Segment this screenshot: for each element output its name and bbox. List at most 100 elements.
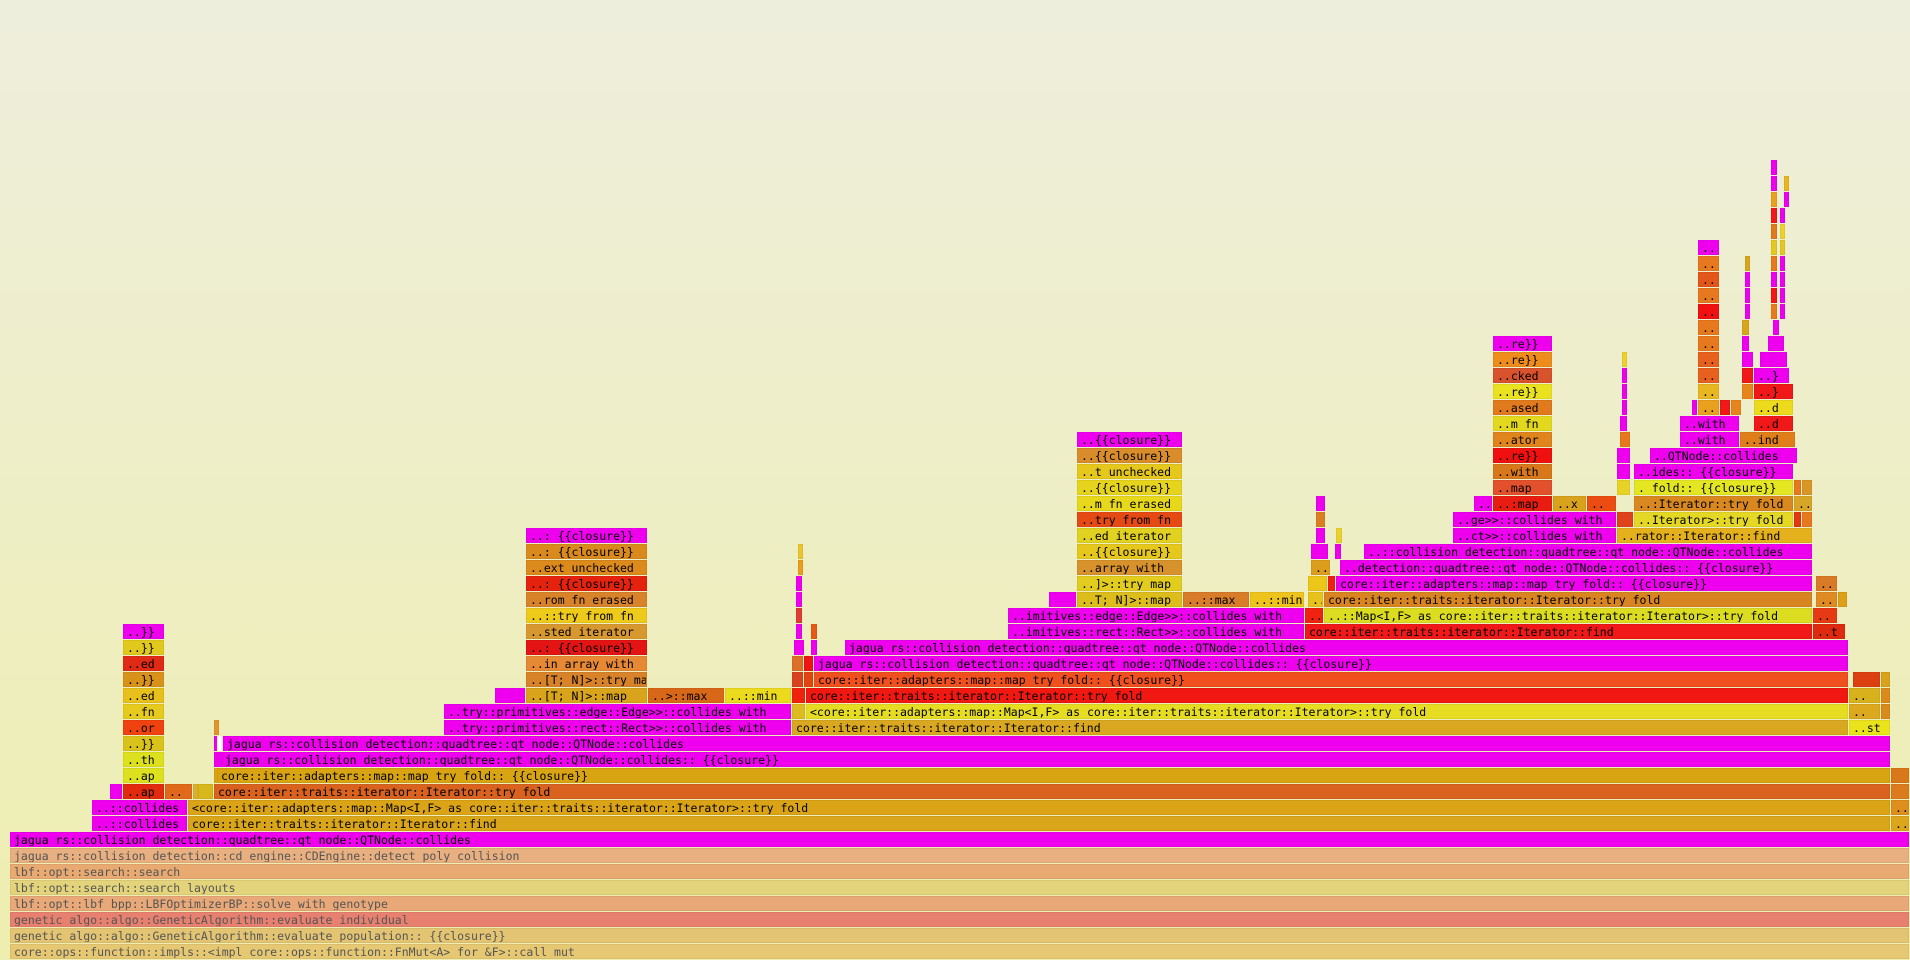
flame-frame[interactable]: ..ext_unchecked — [526, 560, 647, 575]
flame-frame[interactable] — [804, 656, 813, 671]
flame-frame[interactable]: ..with — [1680, 432, 1739, 447]
flame-frame[interactable] — [1760, 352, 1787, 367]
flame-frame[interactable] — [1771, 160, 1777, 175]
flame-frame[interactable] — [792, 656, 803, 671]
flame-frame[interactable] — [1891, 768, 1909, 783]
flame-frame[interactable] — [796, 624, 802, 639]
flame-frame[interactable]: .. — [193, 784, 198, 799]
flame-frame[interactable]: ..ge>>::collides_with — [1453, 512, 1616, 527]
flame-frame[interactable] — [1771, 256, 1777, 271]
flame-frame[interactable]: core::ops::function::impls::<impl core::… — [10, 944, 1909, 959]
flame-frame[interactable]: ..re}} — [1493, 384, 1552, 399]
flame-frame[interactable]: .. — [1816, 592, 1837, 607]
flame-frame[interactable]: .. — [1891, 816, 1909, 831]
flame-frame[interactable]: .. — [1698, 368, 1719, 383]
flame-frame[interactable]: .. — [1474, 496, 1492, 511]
flame-frame[interactable] — [1891, 784, 1909, 799]
flame-frame[interactable]: ._fold::_{{closure}} — [1634, 480, 1793, 495]
flame-frame[interactable] — [1780, 304, 1785, 319]
flame-frame[interactable] — [794, 640, 804, 655]
flame-frame[interactable]: core::iter::traits::iterator::Iterator::… — [188, 816, 1890, 831]
flame-frame[interactable] — [1771, 176, 1777, 191]
flame-frame[interactable]: ..:_{{closure}} — [526, 528, 647, 543]
flame-frame[interactable]: lbf::opt::lbf_bpp::LBFOptimizerBP::solve… — [10, 896, 1909, 911]
flame-frame[interactable]: .. — [1816, 576, 1837, 591]
flame-frame[interactable] — [1771, 208, 1777, 223]
flame-frame[interactable]: ..::min — [725, 688, 791, 703]
flame-frame[interactable]: ..t_unchecked — [1077, 464, 1182, 479]
flame-frame[interactable]: .. — [1698, 352, 1719, 367]
flame-frame[interactable] — [217, 736, 222, 751]
flame-frame[interactable]: ..}} — [123, 640, 164, 655]
flame-frame[interactable]: jagua_rs::collision_detection::quadtree:… — [221, 752, 1890, 767]
flame-frame[interactable] — [1771, 288, 1777, 303]
flame-frame[interactable]: ..>::max — [648, 688, 724, 703]
flame-frame[interactable] — [1617, 480, 1630, 495]
flame-frame[interactable]: ..imitives::rect::Rect>>::collides_with — [1008, 624, 1304, 639]
flame-frame[interactable] — [1784, 176, 1789, 191]
flame-frame[interactable] — [1780, 224, 1785, 239]
flame-frame[interactable]: ..array_with — [1077, 560, 1182, 575]
flame-frame[interactable]: ..or — [123, 720, 164, 735]
flame-frame[interactable]: ..::min — [1250, 592, 1304, 607]
flame-frame[interactable] — [811, 640, 817, 655]
flame-frame[interactable]: <core::iter::adapters::map::Map<I,F> as … — [188, 800, 1890, 815]
flame-frame[interactable]: core::iter::traits::iterator::Iterator::… — [806, 688, 1848, 703]
flame-frame[interactable]: core::iter::traits::iterator::Iterator::… — [1305, 624, 1812, 639]
flame-frame[interactable] — [1780, 208, 1785, 223]
flame-frame[interactable]: jagua_rs::collision_detection::quadtree:… — [814, 656, 1848, 671]
flame-frame[interactable] — [798, 560, 803, 575]
flame-frame[interactable]: lbf::opt::search::search — [10, 864, 1909, 879]
flame-frame[interactable]: .. — [1698, 288, 1719, 303]
flame-frame[interactable] — [1771, 272, 1777, 287]
flame-frame[interactable]: .. — [1698, 256, 1719, 271]
flame-frame[interactable] — [1742, 336, 1749, 351]
flame-frame[interactable] — [1308, 576, 1327, 591]
flame-frame[interactable]: core::iter::adapters::map::map_try_fold:… — [1336, 576, 1812, 591]
flame-frame[interactable]: .. — [1698, 240, 1719, 255]
flame-frame[interactable] — [796, 592, 802, 607]
flame-frame[interactable]: ..try::primitives::rect::Rect>>::collide… — [444, 720, 791, 735]
flame-frame[interactable]: ..{{closure}} — [1077, 544, 1182, 559]
flame-frame[interactable] — [1802, 512, 1812, 527]
flame-frame[interactable] — [1622, 368, 1627, 383]
flame-frame[interactable]: ..:Iterator::try_fold — [1634, 496, 1793, 511]
flame-frame[interactable] — [1622, 352, 1627, 367]
flame-frame[interactable]: ..T; N]>::map — [1077, 592, 1182, 607]
flame-frame[interactable]: .. — [1305, 608, 1323, 623]
flame-frame[interactable]: core::iter::traits::iterator::Iterator::… — [1324, 592, 1812, 607]
flame-frame[interactable]: ..::max — [1183, 592, 1249, 607]
flame-frame[interactable] — [1773, 320, 1779, 335]
flame-frame[interactable]: ..::collides_with — [92, 800, 187, 815]
flame-frame[interactable] — [1617, 464, 1630, 479]
flame-frame[interactable] — [1720, 400, 1730, 415]
flame-frame[interactable]: .. — [1698, 272, 1719, 287]
flame-frame[interactable]: ..ap — [123, 768, 164, 783]
flame-frame[interactable]: ..with — [1680, 416, 1739, 431]
flame-frame[interactable]: ..QTNode::collides — [1650, 448, 1797, 463]
flame-frame[interactable]: jagua_rs::collision_detection::cd_engine… — [10, 848, 1909, 863]
flame-frame[interactable] — [1049, 592, 1076, 607]
flame-frame[interactable]: ..{{closure}} — [1077, 448, 1182, 463]
flame-frame[interactable]: ..re}} — [1493, 448, 1552, 463]
flame-frame[interactable] — [792, 704, 805, 719]
flame-frame[interactable]: .. — [1813, 608, 1837, 623]
flame-frame[interactable] — [1771, 304, 1777, 319]
flame-frame[interactable]: .. — [1587, 496, 1616, 511]
flame-frame[interactable] — [1768, 336, 1784, 351]
flame-frame[interactable] — [1617, 448, 1630, 463]
flame-frame[interactable]: .. — [1891, 800, 1909, 815]
flame-frame[interactable]: ..ed — [123, 656, 164, 671]
flame-frame[interactable]: ..in_array_with — [526, 656, 647, 671]
flame-frame[interactable]: genetic_algo::algo::GeneticAlgorithm::ev… — [10, 912, 1909, 927]
flame-frame[interactable]: .. — [1849, 704, 1880, 719]
flame-frame[interactable]: ..m_fn_erased — [1077, 496, 1182, 511]
flame-frame[interactable] — [1617, 512, 1633, 527]
flame-frame[interactable]: ..Iterator>::try_fold — [1634, 512, 1793, 527]
flame-frame[interactable] — [1881, 672, 1890, 687]
flame-frame[interactable]: jagua_rs::collision_detection::quadtree:… — [10, 832, 1909, 847]
flame-frame[interactable] — [1622, 384, 1627, 399]
flame-frame[interactable] — [1745, 256, 1750, 271]
flame-frame[interactable]: ..rator::Iterator::find — [1617, 528, 1812, 543]
flame-frame[interactable] — [1742, 384, 1753, 399]
